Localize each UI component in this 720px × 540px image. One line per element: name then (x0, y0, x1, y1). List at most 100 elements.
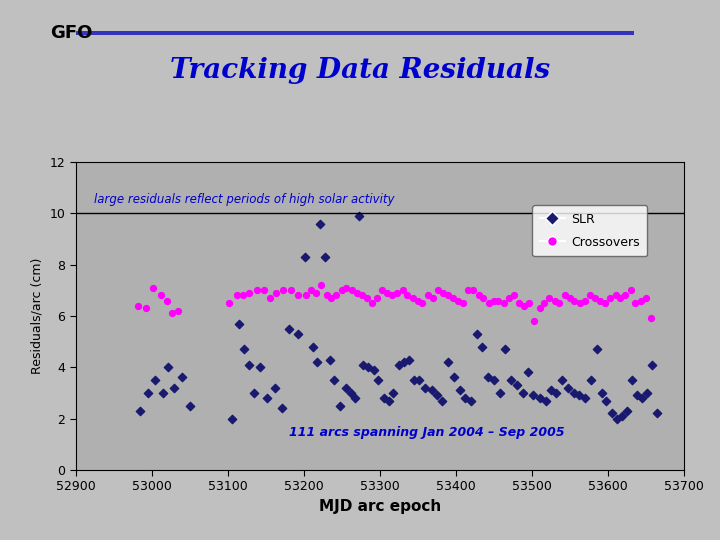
Point (135, 407, 146, 415)
Point (377, 286, 388, 295)
Point (353, 212, 364, 220)
Point (363, 363, 374, 372)
Point (467, 286, 479, 295)
Point (258, 286, 270, 295)
Point (584, 291, 595, 300)
Point (599, 299, 611, 307)
Point (243, 360, 255, 369)
Point (321, 291, 333, 300)
Point (564, 294, 576, 302)
Point (621, 407, 633, 415)
Point (310, 288, 322, 297)
Point (596, 389, 608, 397)
Point (292, 291, 304, 300)
Point (269, 383, 281, 392)
Point (640, 294, 652, 302)
Text: 111 arcs spanning Jan 2004 – Sep 2005: 111 arcs spanning Jan 2004 – Sep 2005 (289, 426, 564, 439)
Point (580, 296, 591, 305)
Point (148, 284, 159, 292)
Point (336, 286, 348, 295)
Point (625, 286, 636, 295)
Point (498, 299, 510, 307)
Point (452, 296, 464, 305)
Point (426, 386, 437, 395)
Point (606, 409, 618, 418)
Point (341, 284, 352, 292)
Point (283, 325, 294, 333)
Point (300, 253, 311, 261)
Point (251, 286, 262, 295)
Point (620, 291, 631, 300)
Point (168, 383, 180, 392)
Point (261, 394, 273, 402)
Point (431, 391, 443, 400)
Point (534, 394, 545, 402)
Text: GFO: GFO (50, 24, 93, 42)
Point (238, 345, 250, 354)
Point (454, 386, 465, 395)
Point (346, 286, 357, 295)
Point (408, 376, 420, 384)
Point (580, 394, 591, 402)
X-axis label: MJD arc epoch: MJD arc epoch (319, 499, 441, 514)
Point (494, 389, 505, 397)
Point (393, 360, 405, 369)
Point (473, 291, 485, 300)
Point (345, 389, 356, 397)
Point (163, 363, 174, 372)
Point (488, 296, 500, 305)
Point (522, 368, 534, 377)
Point (361, 294, 373, 302)
Point (140, 304, 151, 313)
Point (642, 389, 653, 397)
Point (483, 299, 495, 307)
Point (132, 301, 144, 310)
Point (285, 286, 297, 295)
Point (420, 383, 431, 392)
Point (388, 389, 400, 397)
Point (402, 291, 413, 300)
Point (482, 373, 493, 382)
Point (528, 316, 540, 325)
Point (652, 409, 663, 418)
Point (488, 376, 500, 384)
Point (534, 304, 545, 313)
Point (449, 373, 460, 382)
Point (155, 291, 166, 300)
Point (328, 376, 340, 384)
Point (591, 345, 603, 354)
Point (307, 342, 319, 351)
Point (443, 291, 454, 300)
Point (544, 294, 555, 302)
Point (500, 345, 511, 354)
Point (292, 329, 303, 338)
Point (600, 396, 612, 405)
Point (315, 281, 327, 289)
Point (350, 394, 361, 402)
Point (562, 383, 574, 392)
Point (605, 294, 616, 302)
Point (325, 294, 337, 302)
Point (611, 414, 623, 423)
Point (458, 299, 469, 307)
Point (264, 294, 276, 302)
Point (477, 294, 489, 302)
Point (462, 286, 474, 295)
Point (351, 288, 363, 297)
Point (513, 299, 525, 307)
Point (231, 291, 243, 300)
Point (436, 396, 448, 405)
Point (325, 355, 336, 364)
Point (432, 286, 444, 295)
Point (459, 394, 471, 402)
Point (517, 389, 528, 397)
Point (270, 288, 282, 297)
Point (528, 391, 539, 400)
Text: large residuals reflect periods of high solar activity: large residuals reflect periods of high … (94, 193, 395, 206)
Text: Tracking Data Residuals: Tracking Data Residuals (170, 57, 550, 84)
Point (443, 357, 454, 366)
Point (551, 389, 562, 397)
Point (386, 291, 397, 300)
Point (511, 381, 523, 389)
Point (422, 291, 433, 300)
